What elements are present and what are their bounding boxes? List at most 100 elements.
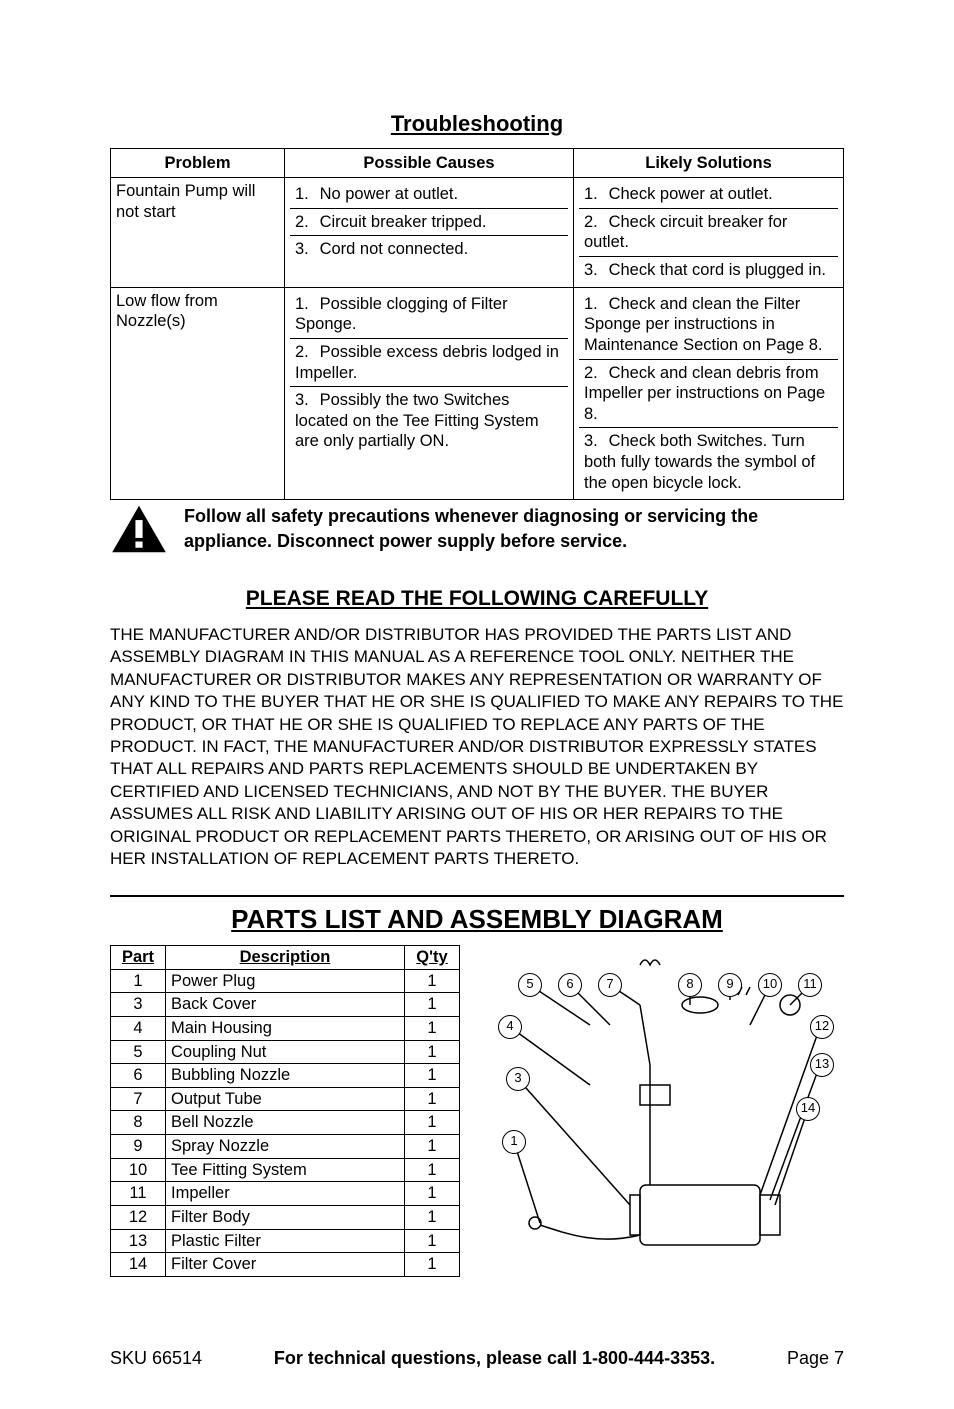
part-qty: 1: [405, 1111, 460, 1135]
table-row: 14Filter Cover1: [111, 1253, 460, 1277]
table-row: 10Tee Fitting System1: [111, 1158, 460, 1182]
list-item: 2. Possible excess debris lodged in Impe…: [290, 338, 568, 386]
part-number: 14: [111, 1253, 166, 1277]
list-item: 2. Circuit breaker tripped.: [290, 208, 568, 236]
part-desc: Main Housing: [166, 1016, 405, 1040]
part-desc: Tee Fitting System: [166, 1158, 405, 1182]
part-qty: 1: [405, 993, 460, 1017]
list-item: 1. No power at outlet.: [290, 181, 568, 208]
part-number: 1: [111, 969, 166, 993]
table-row: 13Plastic Filter1: [111, 1229, 460, 1253]
part-qty: 1: [405, 1016, 460, 1040]
solutions-cell: 1. Check power at outlet.2. Check circui…: [574, 178, 844, 288]
diagram-callout: 13: [810, 1053, 834, 1077]
part-number: 11: [111, 1182, 166, 1206]
list-item: 2. Check and clean debris from Impeller …: [579, 359, 838, 428]
warning-block: Follow all safety precautions whenever d…: [110, 504, 844, 559]
table-row: Low flow from Nozzle(s)1. Possible clogg…: [111, 287, 844, 500]
parts-table: Part Description Q'ty 1Power Plug13Back …: [110, 945, 460, 1277]
part-number: 5: [111, 1040, 166, 1064]
th-part: Part: [111, 946, 166, 970]
part-number: 12: [111, 1205, 166, 1229]
part-desc: Coupling Nut: [166, 1040, 405, 1064]
part-qty: 1: [405, 1253, 460, 1277]
part-desc: Spray Nozzle: [166, 1135, 405, 1159]
causes-cell: 1. Possible clogging of Filter Sponge.2.…: [285, 287, 574, 500]
parts-heading: PARTS LIST AND ASSEMBLY DIAGRAM: [110, 895, 844, 936]
part-qty: 1: [405, 1205, 460, 1229]
diagram-callout: 10: [758, 973, 782, 997]
part-desc: Plastic Filter: [166, 1229, 405, 1253]
table-row: 12Filter Body1: [111, 1205, 460, 1229]
diagram-callout: 1: [502, 1130, 526, 1154]
problem-cell: Fountain Pump will not start: [111, 178, 285, 288]
list-item: 3. Cord not connected.: [290, 235, 568, 263]
part-number: 3: [111, 993, 166, 1017]
list-item: 2. Check circuit breaker for outlet.: [579, 208, 838, 256]
part-desc: Filter Body: [166, 1205, 405, 1229]
part-number: 4: [111, 1016, 166, 1040]
warning-text: Follow all safety precautions whenever d…: [184, 504, 844, 553]
part-number: 8: [111, 1111, 166, 1135]
causes-cell: 1. No power at outlet.2. Circuit breaker…: [285, 178, 574, 288]
problem-cell: Low flow from Nozzle(s): [111, 287, 285, 500]
table-row: 5Coupling Nut1: [111, 1040, 460, 1064]
part-number: 13: [111, 1229, 166, 1253]
part-desc: Bell Nozzle: [166, 1111, 405, 1135]
th-problem: Problem: [111, 148, 285, 178]
assembly-diagram: 567891011412313141: [490, 945, 844, 1275]
diagram-callout: 7: [598, 973, 622, 997]
part-qty: 1: [405, 1158, 460, 1182]
part-desc: Output Tube: [166, 1087, 405, 1111]
part-qty: 1: [405, 969, 460, 993]
diagram-svg: [490, 945, 840, 1275]
part-desc: Bubbling Nozzle: [166, 1064, 405, 1088]
diagram-callout: 11: [798, 973, 822, 997]
table-row: 11Impeller1: [111, 1182, 460, 1206]
troubleshooting-table: Problem Possible Causes Likely Solutions…: [110, 148, 844, 501]
troubleshooting-heading: Troubleshooting: [110, 110, 844, 138]
diagram-callout: 9: [718, 973, 742, 997]
diagram-callout: 5: [518, 973, 542, 997]
table-row: 1Power Plug1: [111, 969, 460, 993]
read-carefully-heading: PLEASE READ THE FOLLOWING CAREFULLY: [110, 586, 844, 612]
th-solutions: Likely Solutions: [574, 148, 844, 178]
solutions-cell: 1. Check and clean the Filter Sponge per…: [574, 287, 844, 500]
diagram-callout: 4: [498, 1015, 522, 1039]
diagram-callout: 14: [796, 1097, 820, 1121]
table-row: 4Main Housing1: [111, 1016, 460, 1040]
part-qty: 1: [405, 1135, 460, 1159]
part-desc: Back Cover: [166, 993, 405, 1017]
list-item: 1. Possible clogging of Filter Sponge.: [290, 291, 568, 338]
part-qty: 1: [405, 1064, 460, 1088]
table-row: 3Back Cover1: [111, 993, 460, 1017]
part-desc: Impeller: [166, 1182, 405, 1206]
th-causes: Possible Causes: [285, 148, 574, 178]
part-desc: Power Plug: [166, 969, 405, 993]
part-number: 9: [111, 1135, 166, 1159]
table-row: 8Bell Nozzle1: [111, 1111, 460, 1135]
diagram-callout: 3: [506, 1067, 530, 1091]
part-qty: 1: [405, 1040, 460, 1064]
table-row: Fountain Pump will not start1. No power …: [111, 178, 844, 288]
diagram-callout: 6: [558, 973, 582, 997]
disclaimer-text: THE MANUFACTURER AND/OR DISTRIBUTOR HAS …: [110, 624, 844, 871]
table-row: 9Spray Nozzle1: [111, 1135, 460, 1159]
list-item: 3. Check that cord is plugged in.: [579, 256, 838, 284]
part-qty: 1: [405, 1229, 460, 1253]
table-row: 6Bubbling Nozzle1: [111, 1064, 460, 1088]
table-row: 7Output Tube1: [111, 1087, 460, 1111]
footer-sku: SKU 66514: [110, 1347, 202, 1370]
part-desc: Filter Cover: [166, 1253, 405, 1277]
part-number: 10: [111, 1158, 166, 1182]
list-item: 3. Check both Switches. Turn both fully …: [579, 427, 838, 496]
list-item: 1. Check power at outlet.: [579, 181, 838, 208]
list-item: 3. Possibly the two Switches located on …: [290, 386, 568, 455]
diagram-callout: 8: [678, 973, 702, 997]
part-qty: 1: [405, 1182, 460, 1206]
footer-phone: For technical questions, please call 1-8…: [274, 1347, 715, 1370]
th-desc: Description: [166, 946, 405, 970]
th-qty: Q'ty: [405, 946, 460, 970]
manual-page: Troubleshooting Problem Possible Causes …: [0, 0, 954, 1409]
part-number: 7: [111, 1087, 166, 1111]
